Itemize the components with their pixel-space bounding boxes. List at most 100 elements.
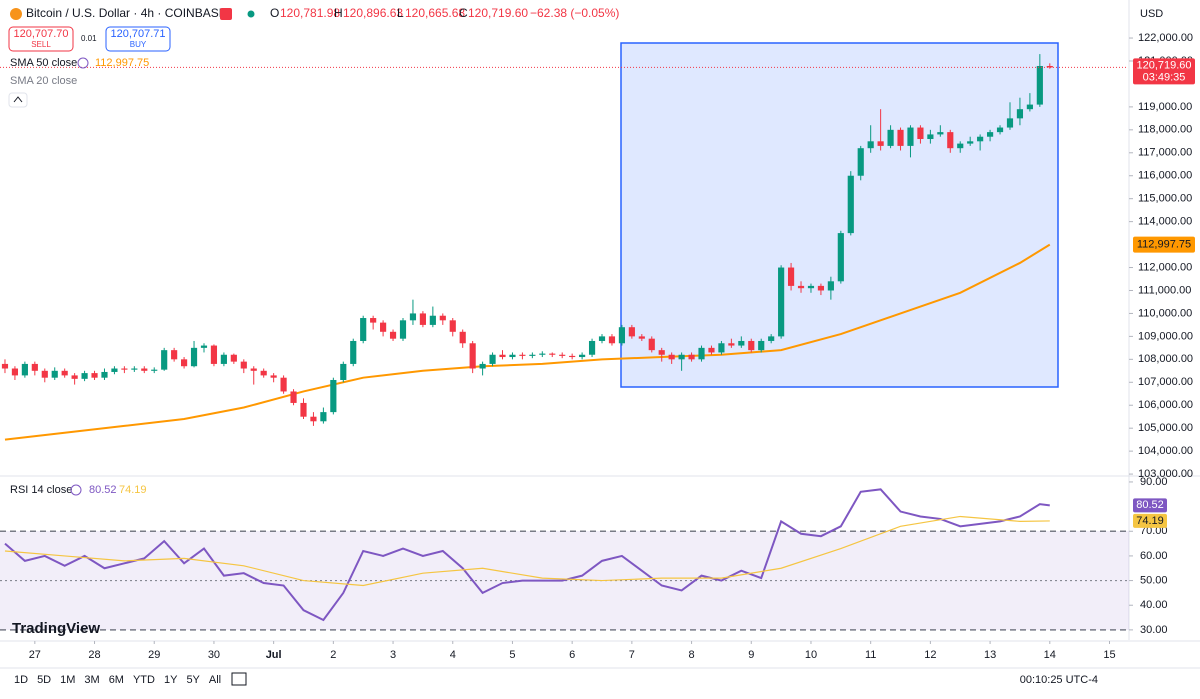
candle-body (270, 375, 277, 378)
candle-body (628, 327, 635, 337)
candle-body (41, 370, 48, 378)
candle-body (618, 327, 625, 344)
indicator-icon[interactable] (77, 57, 89, 69)
candle-body (748, 340, 755, 351)
flag-icon[interactable] (220, 8, 232, 20)
candle-body (539, 353, 546, 355)
indicator-icon[interactable] (70, 484, 82, 496)
candle-body (797, 285, 805, 289)
y-tick-label: 103,000.00 (1138, 468, 1193, 480)
candle-body (608, 336, 616, 344)
candle-body (280, 377, 287, 392)
candle-body (967, 141, 974, 144)
candle-body (220, 354, 227, 364)
candle-body (290, 391, 297, 403)
candle-body (81, 373, 88, 379)
x-tick-label: 28 (88, 649, 100, 661)
x-tick-label: 9 (748, 649, 754, 661)
candle-body (121, 368, 128, 370)
range-button[interactable]: 1D (14, 674, 28, 686)
spread: 0.01 (81, 34, 97, 43)
c-label: C (459, 6, 468, 20)
sma-tag (1133, 236, 1195, 253)
candle-body (210, 345, 218, 364)
y-tick-label: 111,000.00 (1138, 284, 1191, 296)
rsi-value: 80.52 (89, 484, 117, 496)
candle-body (389, 331, 397, 339)
range-button[interactable]: 5D (37, 674, 51, 686)
x-tick-label: 4 (450, 649, 456, 661)
range-button[interactable]: 3M (84, 674, 99, 686)
x-tick-label: 11 (865, 649, 876, 661)
candle-body (1016, 109, 1024, 119)
sell-button[interactable] (8, 26, 74, 52)
indicator-value: 112,997.75 (95, 57, 149, 69)
candle-body (768, 336, 775, 341)
status-dot (247, 10, 255, 18)
date-range-button[interactable] (231, 672, 247, 686)
x-tick-label: 30 (208, 649, 220, 661)
candle-body (728, 343, 735, 346)
rsi-title: RSI 14 close (10, 484, 72, 496)
o-label: O (270, 6, 279, 20)
collapse-button[interactable] (8, 92, 28, 108)
y-tick-label: 108,000.00 (1138, 353, 1193, 365)
y-tick-label: 90.00 (1140, 476, 1168, 488)
line (4, 243, 1051, 441)
candle-body (71, 375, 78, 379)
candle-body (996, 127, 1004, 133)
candle-body (947, 132, 954, 149)
x-tick-label: 12 (924, 649, 936, 661)
candle-body (340, 363, 347, 380)
candle-body (897, 129, 904, 146)
currency[interactable]: USD (1140, 8, 1163, 20)
candle-body (698, 347, 705, 360)
candle-body (370, 318, 377, 323)
candle-body (61, 370, 68, 376)
range-button[interactable]: 5Y (186, 674, 200, 686)
candle-body (439, 315, 446, 321)
y-tick-label: 104,000.00 (1138, 445, 1193, 457)
candle-body (598, 336, 606, 341)
candle-body (469, 343, 476, 369)
y-tick-label: 115,000.00 (1138, 193, 1192, 205)
candle-body (569, 355, 576, 358)
y-tick-label: 107,000.00 (1138, 376, 1193, 388)
candle-body (907, 127, 914, 146)
candle-body (509, 354, 516, 358)
candle-body (260, 370, 267, 376)
y-tick-label: 116,000.00 (1138, 170, 1192, 182)
buy-button[interactable] (105, 26, 171, 52)
y-tick-label: 30.00 (1140, 624, 1168, 636)
candle-body (240, 361, 247, 369)
candle-body (837, 233, 844, 282)
range-button[interactable]: 1Y (164, 674, 178, 686)
indicator-name: SMA 20 close (10, 75, 77, 87)
candle-body (887, 129, 894, 146)
candle-body (161, 350, 168, 370)
value-label: 80.52 (1136, 499, 1164, 511)
candle-body (489, 354, 496, 364)
y-tick-label: 112,000.00 (1138, 261, 1192, 273)
candle-body (867, 141, 874, 149)
range-button[interactable]: All (209, 674, 221, 686)
range-button[interactable]: 1M (60, 674, 75, 686)
x-tick-label: 13 (984, 649, 996, 661)
candle-body (817, 285, 825, 291)
candle-body (977, 136, 984, 142)
candle-body (31, 363, 38, 371)
c-value: 120,719.60 (468, 6, 528, 20)
rsi-ma-value: 74.19 (119, 484, 147, 496)
candle-body (1, 363, 9, 369)
y-tick-label: 70.00 (1140, 525, 1168, 537)
last-price-tag (1133, 58, 1195, 85)
candle-body (718, 343, 725, 353)
l-value: 120,665.68 (405, 6, 465, 20)
x-tick-label: 14 (1044, 649, 1056, 661)
range-button[interactable]: YTD (133, 674, 155, 686)
candle-body (1006, 118, 1014, 128)
x-tick-label: 6 (569, 649, 575, 661)
candle-body (200, 345, 208, 348)
range-button[interactable]: 6M (109, 674, 124, 686)
l-label: L (397, 6, 404, 20)
